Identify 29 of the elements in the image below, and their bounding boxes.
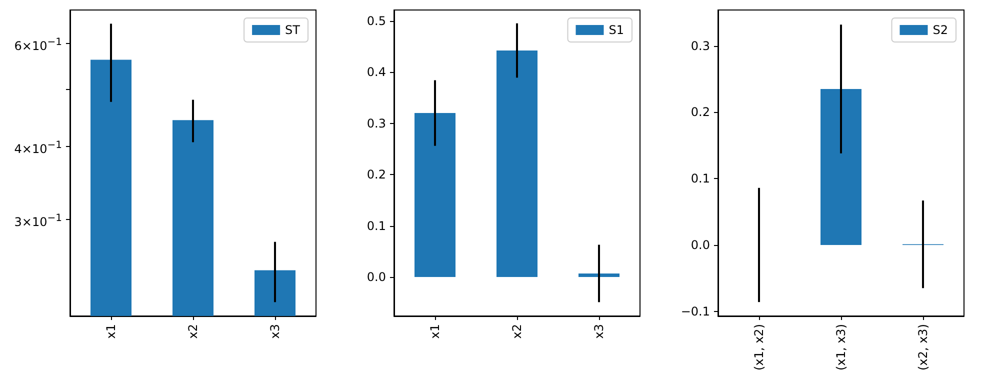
x-tick-label: (x1, x2) [752, 324, 766, 370]
bar [414, 113, 456, 278]
y-tick-label: 0.0 [690, 238, 710, 252]
y-tick-label: 0.4 [366, 65, 386, 80]
x-tick-label: (x1, x3) [834, 324, 848, 370]
x-tick-label: x3 [268, 324, 282, 339]
y-tick-label: 0.3 [366, 116, 386, 130]
y-tick-label: 0.2 [366, 168, 386, 182]
y-tick-label: 4×10$^{−1}$ [14, 138, 62, 156]
x-tick-label: (x2, x3) [916, 324, 930, 370]
legend-label: S2 [932, 23, 948, 37]
legend-label: S1 [608, 23, 624, 37]
legend-label: ST [285, 23, 301, 37]
x-tick-label: x2 [186, 324, 200, 339]
y-tick-label: 0.1 [366, 218, 386, 233]
y-tick-label: 0.0 [366, 270, 386, 284]
y-tick-label: 6×10$^{−1}$ [14, 36, 62, 54]
x-tick-label: x1 [428, 324, 442, 339]
x-tick-label: x3 [592, 324, 606, 339]
y-tick-label: 3×10$^{−1}$ [14, 212, 62, 229]
x-tick-label: x2 [510, 324, 524, 339]
y-tick-label: −0.1 [680, 304, 710, 318]
y-tick-label: 0.1 [690, 172, 710, 186]
y-tick-label: 0.5 [366, 14, 386, 28]
x-tick-label: x1 [104, 324, 118, 339]
y-tick-label: 0.2 [690, 105, 710, 120]
bar [496, 50, 538, 278]
bar [578, 273, 620, 278]
y-tick-label: 0.3 [690, 38, 710, 53]
